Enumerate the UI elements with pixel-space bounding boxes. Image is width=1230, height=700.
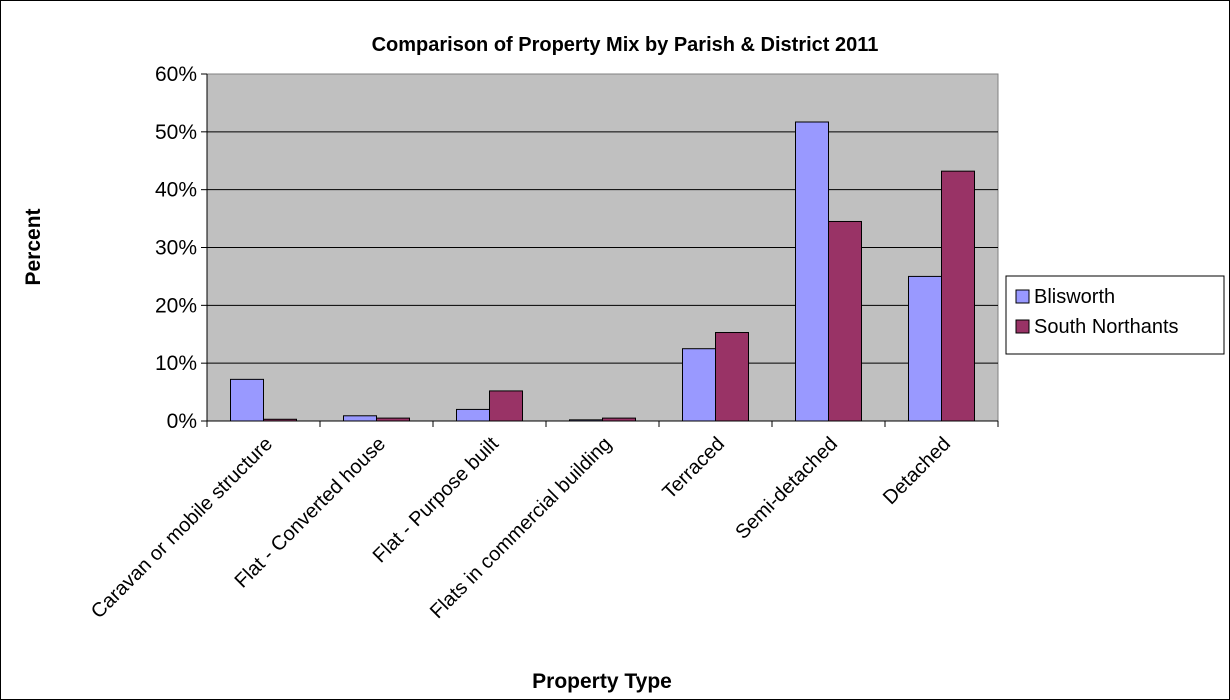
y-axis: 0% 10% 20% 30% 40% 50% 60%: [155, 63, 208, 433]
y-tick-label: 60%: [155, 63, 197, 86]
bar-blisworth: [343, 415, 377, 422]
y-tick-label: 30%: [155, 237, 197, 260]
legend-swatch: [1015, 319, 1030, 334]
y-tick-label: 20%: [155, 294, 197, 317]
y-tick-label: 40%: [155, 179, 197, 202]
chart-title: Comparison of Property Mix by Parish & D…: [372, 34, 879, 56]
x-tick-label: Flat - Purpose built: [369, 433, 504, 568]
legend-label: Blisworth: [1034, 286, 1115, 308]
bar-blisworth: [230, 378, 264, 422]
bar-blisworth: [795, 121, 829, 422]
x-tick-label: Semi-detached: [731, 433, 842, 544]
x-tick-label: Detached: [879, 433, 955, 509]
x-tick-label: Caravan or mobile structure: [87, 433, 277, 623]
x-axis-title: Property Type: [532, 670, 672, 693]
y-tick-label: 0%: [167, 410, 197, 433]
legend-swatch: [1015, 289, 1030, 304]
legend: Blisworth South Northants: [1005, 275, 1225, 355]
y-tick-label: 50%: [155, 121, 197, 144]
x-tick-label: Flats in commercial building: [426, 433, 616, 623]
legend-box: [1005, 275, 1225, 355]
bar-south-northants: [489, 390, 523, 422]
bar-blisworth: [682, 348, 716, 422]
bar-south-northants: [715, 332, 749, 422]
bars: [230, 121, 975, 422]
bar-south-northants: [828, 220, 862, 422]
gridlines: [207, 131, 998, 364]
bar-south-northants: [941, 170, 975, 422]
bar-blisworth: [908, 275, 942, 422]
y-axis-title: Percent: [22, 208, 45, 285]
x-tick-label: Terraced: [658, 433, 729, 504]
y-tick-label: 10%: [155, 352, 197, 375]
bar-blisworth: [456, 408, 490, 422]
legend-label: South Northants: [1034, 316, 1179, 338]
